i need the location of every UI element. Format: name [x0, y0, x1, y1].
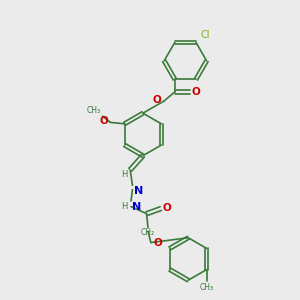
Text: CH₂: CH₂	[141, 228, 155, 237]
Text: CH₃: CH₃	[87, 106, 101, 115]
Text: CH₃: CH₃	[200, 283, 214, 292]
Text: O: O	[100, 116, 109, 126]
Text: O: O	[162, 203, 171, 213]
Text: N: N	[132, 202, 141, 212]
Text: H: H	[121, 202, 127, 211]
Text: O: O	[192, 87, 200, 97]
Text: H: H	[122, 170, 128, 179]
Text: O: O	[154, 238, 162, 248]
Text: N: N	[134, 186, 143, 196]
Text: O: O	[152, 94, 161, 105]
Text: Cl: Cl	[200, 30, 210, 40]
